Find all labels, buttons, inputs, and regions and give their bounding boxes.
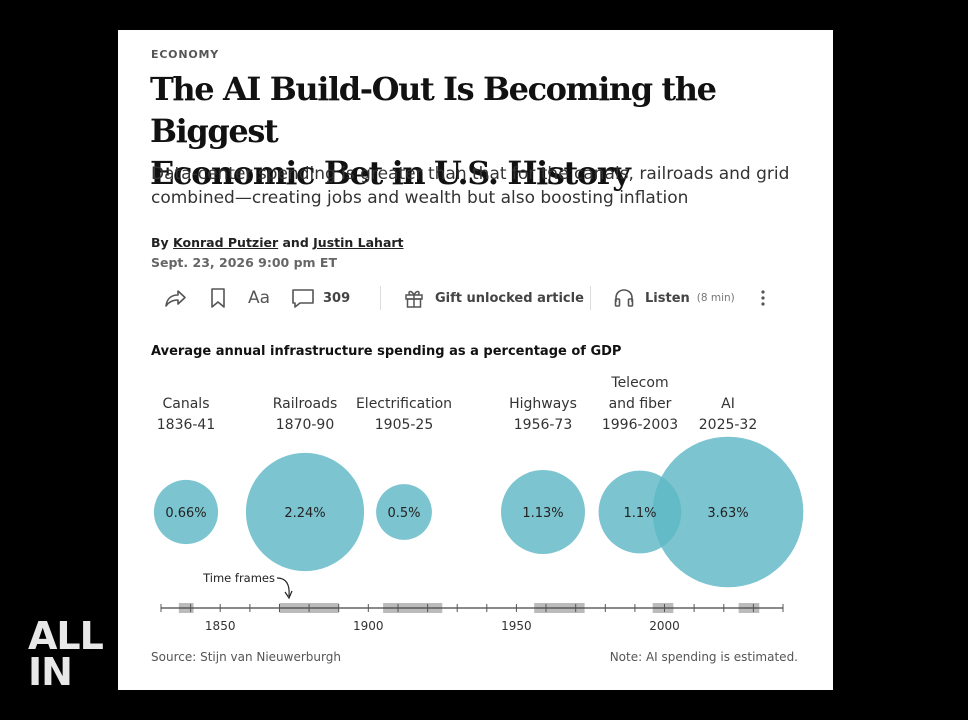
brand-logo: ALL IN — [28, 614, 104, 694]
bubble-highways — [501, 470, 585, 554]
text-size-button[interactable]: Aa — [248, 286, 270, 310]
toolbar-divider — [380, 286, 381, 310]
bookmark-icon — [211, 288, 225, 308]
dek-line-1: Data-center spending is greater than tha… — [151, 164, 790, 184]
bubble-value-label: 0.5% — [387, 506, 420, 521]
headline-line-2: Economic Bet in U.S. History — [150, 154, 631, 192]
brand-logo-line2: IN — [28, 650, 73, 694]
bubble-value-label: 1.13% — [522, 506, 563, 521]
dek-line-2: combined—creating jobs and wealth but al… — [151, 188, 689, 208]
headline-line-1: The AI Build-Out Is Becoming the Biggest — [150, 70, 717, 150]
share-button[interactable] — [163, 286, 187, 310]
bubble-railroads — [245, 452, 365, 572]
publish-date: Sept. 23, 2026 9:00 pm ET — [151, 255, 337, 270]
timeline-tick-label: 1900 — [353, 619, 384, 633]
chart-note: Note: AI spending is estimated. — [609, 650, 798, 664]
speech-bubble-icon — [292, 289, 314, 308]
category-period: 2025-32 — [699, 417, 758, 433]
gift-label: Gift unlocked article — [435, 290, 584, 306]
byline: By Konrad Putzier and Justin Lahart — [151, 235, 404, 250]
bubble-chart: Canals 1836-41 Railroads 1870-90 Electrifica… — [153, 375, 804, 633]
vertical-dots-icon — [761, 290, 765, 306]
category-period: 1905-25 — [375, 417, 434, 433]
category-label: Highways — [509, 396, 577, 412]
share-arrow-icon — [165, 290, 186, 307]
bubble-electrification — [376, 484, 432, 540]
category-label: AI — [721, 396, 735, 412]
timeline-tick-label: 2000 — [649, 619, 680, 633]
chart-title: Average annual infrastructure spending a… — [151, 344, 622, 359]
brand-logo-line1: ALL — [28, 614, 104, 658]
article-card: ECONOMY The AI Build-Out Is Becoming the… — [118, 30, 833, 690]
category-period: 1956-73 — [514, 417, 573, 433]
timeframes-annotation: Time frames — [202, 571, 275, 585]
byline-and: and — [282, 235, 309, 250]
category-period: 1996-2003 — [602, 417, 678, 433]
toolbar-divider — [590, 286, 591, 310]
section-label[interactable]: ECONOMY — [151, 48, 220, 61]
bubble-value-label: 1.1% — [623, 506, 656, 521]
category-label: Railroads — [273, 396, 338, 412]
gift-icon — [405, 290, 423, 308]
comments-button[interactable]: 309 — [291, 286, 350, 310]
bubble-value-label: 2.24% — [284, 506, 325, 521]
bookmark-button[interactable] — [209, 286, 227, 310]
category-period: 1836-41 — [157, 417, 216, 433]
category-period: 1870-90 — [276, 417, 335, 433]
annotation-arrowhead — [284, 590, 293, 600]
listen-label: Listen — [645, 290, 690, 306]
gift-article-button[interactable]: Gift unlocked article — [403, 286, 584, 310]
bubble-ai — [652, 436, 804, 588]
article-toolbar: Aa 309 Gift unlocked article — [158, 286, 798, 310]
listen-button[interactable]: Listen (8 min) — [613, 286, 735, 310]
more-options-button[interactable] — [758, 286, 768, 310]
category-label: Telecom — [610, 375, 668, 391]
annotation-arrow — [276, 577, 290, 597]
author-link-lahart[interactable]: Justin Lahart — [313, 235, 404, 250]
author-link-putzier[interactable]: Konrad Putzier — [173, 235, 279, 250]
category-label: Electrification — [356, 396, 452, 412]
listen-duration: (8 min) — [696, 292, 735, 304]
text-size-icon: Aa — [248, 288, 271, 308]
article-dek: Data-center spending is greater than tha… — [151, 162, 791, 210]
bubble-canals — [153, 479, 219, 545]
category-label: and fiber — [609, 396, 672, 412]
article-headline: The AI Build-Out Is Becoming the Biggest… — [150, 68, 800, 194]
category-label: Canals — [163, 396, 210, 412]
timeline-tick-label: 1850 — [205, 619, 236, 633]
bubble-value-label: 3.63% — [707, 506, 748, 521]
chart-source: Source: Stijn van Nieuwerburgh — [151, 650, 341, 664]
byline-by: By — [151, 235, 169, 250]
headphones-icon — [614, 289, 634, 307]
comment-count: 309 — [323, 290, 351, 306]
bubble-value-label: 0.66% — [165, 506, 206, 521]
timeline-tick-label: 1950 — [501, 619, 532, 633]
